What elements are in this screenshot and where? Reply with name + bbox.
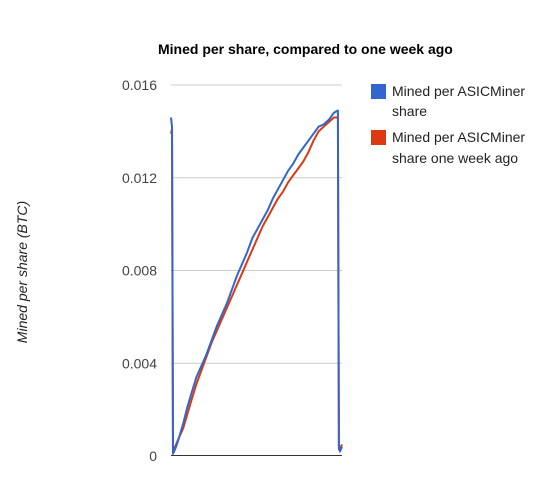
y-tick-label: 0.004 xyxy=(122,355,157,371)
legend-item-current[interactable]: Mined per ASICMiner share xyxy=(371,83,525,119)
legend-label-week-ago-line1: Mined per ASICMiner xyxy=(392,129,525,145)
gridlines xyxy=(171,84,342,364)
legend-label-current-line2: share xyxy=(392,103,427,119)
y-axis-label: Mined per share (BTC) xyxy=(14,201,30,343)
series-lines xyxy=(170,109,343,455)
chart-title: Mined per share, compared to one week ag… xyxy=(158,41,453,57)
series-line-week-ago xyxy=(170,116,343,455)
y-tick-label: 0.012 xyxy=(122,170,157,186)
plot-baseline xyxy=(171,455,342,456)
legend-swatch-week-ago xyxy=(371,130,386,145)
series-line-current xyxy=(170,109,343,455)
legend-label-week-ago-line2: share one week ago xyxy=(392,150,518,166)
legend-swatch-current xyxy=(371,84,386,99)
legend-item-week-ago[interactable]: Mined per ASICMiner share one week ago xyxy=(371,129,525,166)
y-tick-label: 0.008 xyxy=(122,263,157,279)
legend-label-current-line1: Mined per ASICMiner xyxy=(392,83,525,99)
y-axis-ticks: 0 0.004 0.008 0.012 0.016 xyxy=(122,77,157,464)
legend: Mined per ASICMiner share Mined per ASIC… xyxy=(371,83,525,166)
y-tick-label: 0 xyxy=(149,448,157,464)
y-tick-label: 0.016 xyxy=(122,77,157,93)
